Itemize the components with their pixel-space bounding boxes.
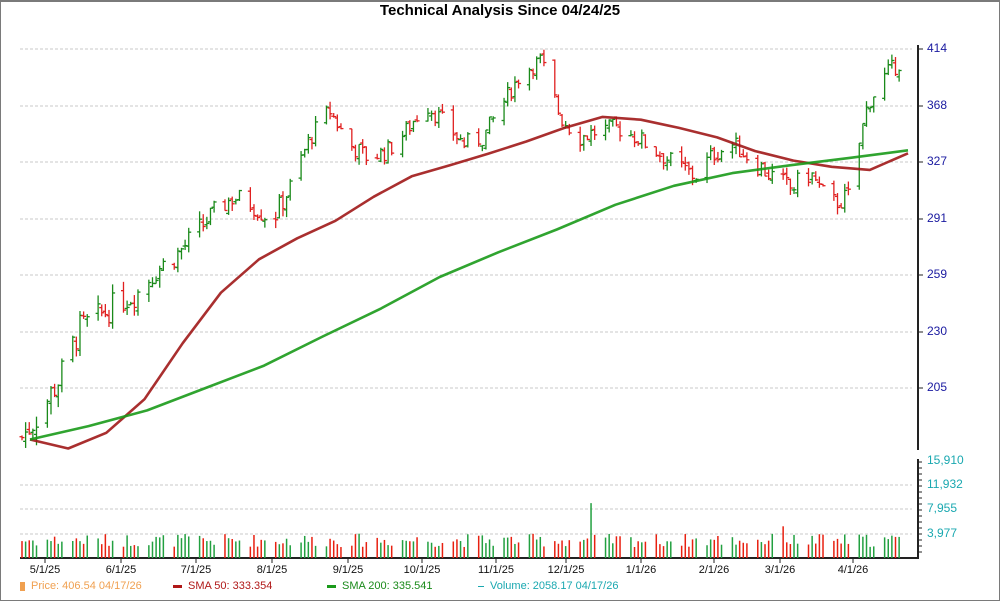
legend-sma50: SMA 50: 333.354 [173, 580, 272, 592]
date-tick-label: 6/1/25 [105, 564, 137, 576]
sma50-swatch-icon [173, 584, 182, 588]
sma200-swatch-icon [327, 584, 336, 588]
volume-swatch-icon [478, 585, 484, 587]
volume-tick-label: 7,955 [927, 501, 958, 515]
date-tick-label: 3/1/26 [764, 564, 796, 576]
price-tick-label: 291 [927, 211, 948, 225]
volume-tick-label: 3,977 [927, 526, 958, 540]
date-tick-label: 4/1/26 [837, 564, 869, 576]
volume-tick-label: 15,910 [927, 453, 964, 467]
date-tick-label: 11/1/25 [478, 564, 514, 576]
date-tick-label: 5/1/25 [29, 564, 61, 576]
price-tick-label: 414 [927, 41, 948, 55]
date-tick-label: 1/1/26 [625, 564, 657, 576]
legend-volume: Volume: 2058.17 04/17/26 [478, 580, 618, 592]
legend-sma200: SMA 200: 335.541 [327, 580, 433, 592]
price-tick-label: 205 [927, 380, 948, 394]
date-tick-label: 10/1/25 [403, 564, 441, 576]
date-tick-label: 8/1/25 [256, 564, 288, 576]
date-tick-label: 9/1/25 [332, 564, 364, 576]
date-tick-label: 2/1/26 [698, 564, 730, 576]
date-tick-label: 7/1/25 [180, 564, 212, 576]
price-swatch-icon [20, 581, 25, 591]
legend-price: Price: 406.54 04/17/26 [20, 580, 142, 592]
price-tick-label: 259 [927, 267, 948, 281]
price-tick-label: 327 [927, 154, 948, 168]
price-tick-label: 230 [927, 324, 948, 338]
volume-tick-label: 11,932 [927, 477, 963, 491]
chart-title: Technical Analysis Since 04/24/25 [379, 2, 621, 19]
price-tick-label: 368 [927, 98, 948, 112]
date-tick-label: 12/1/25 [547, 564, 585, 576]
